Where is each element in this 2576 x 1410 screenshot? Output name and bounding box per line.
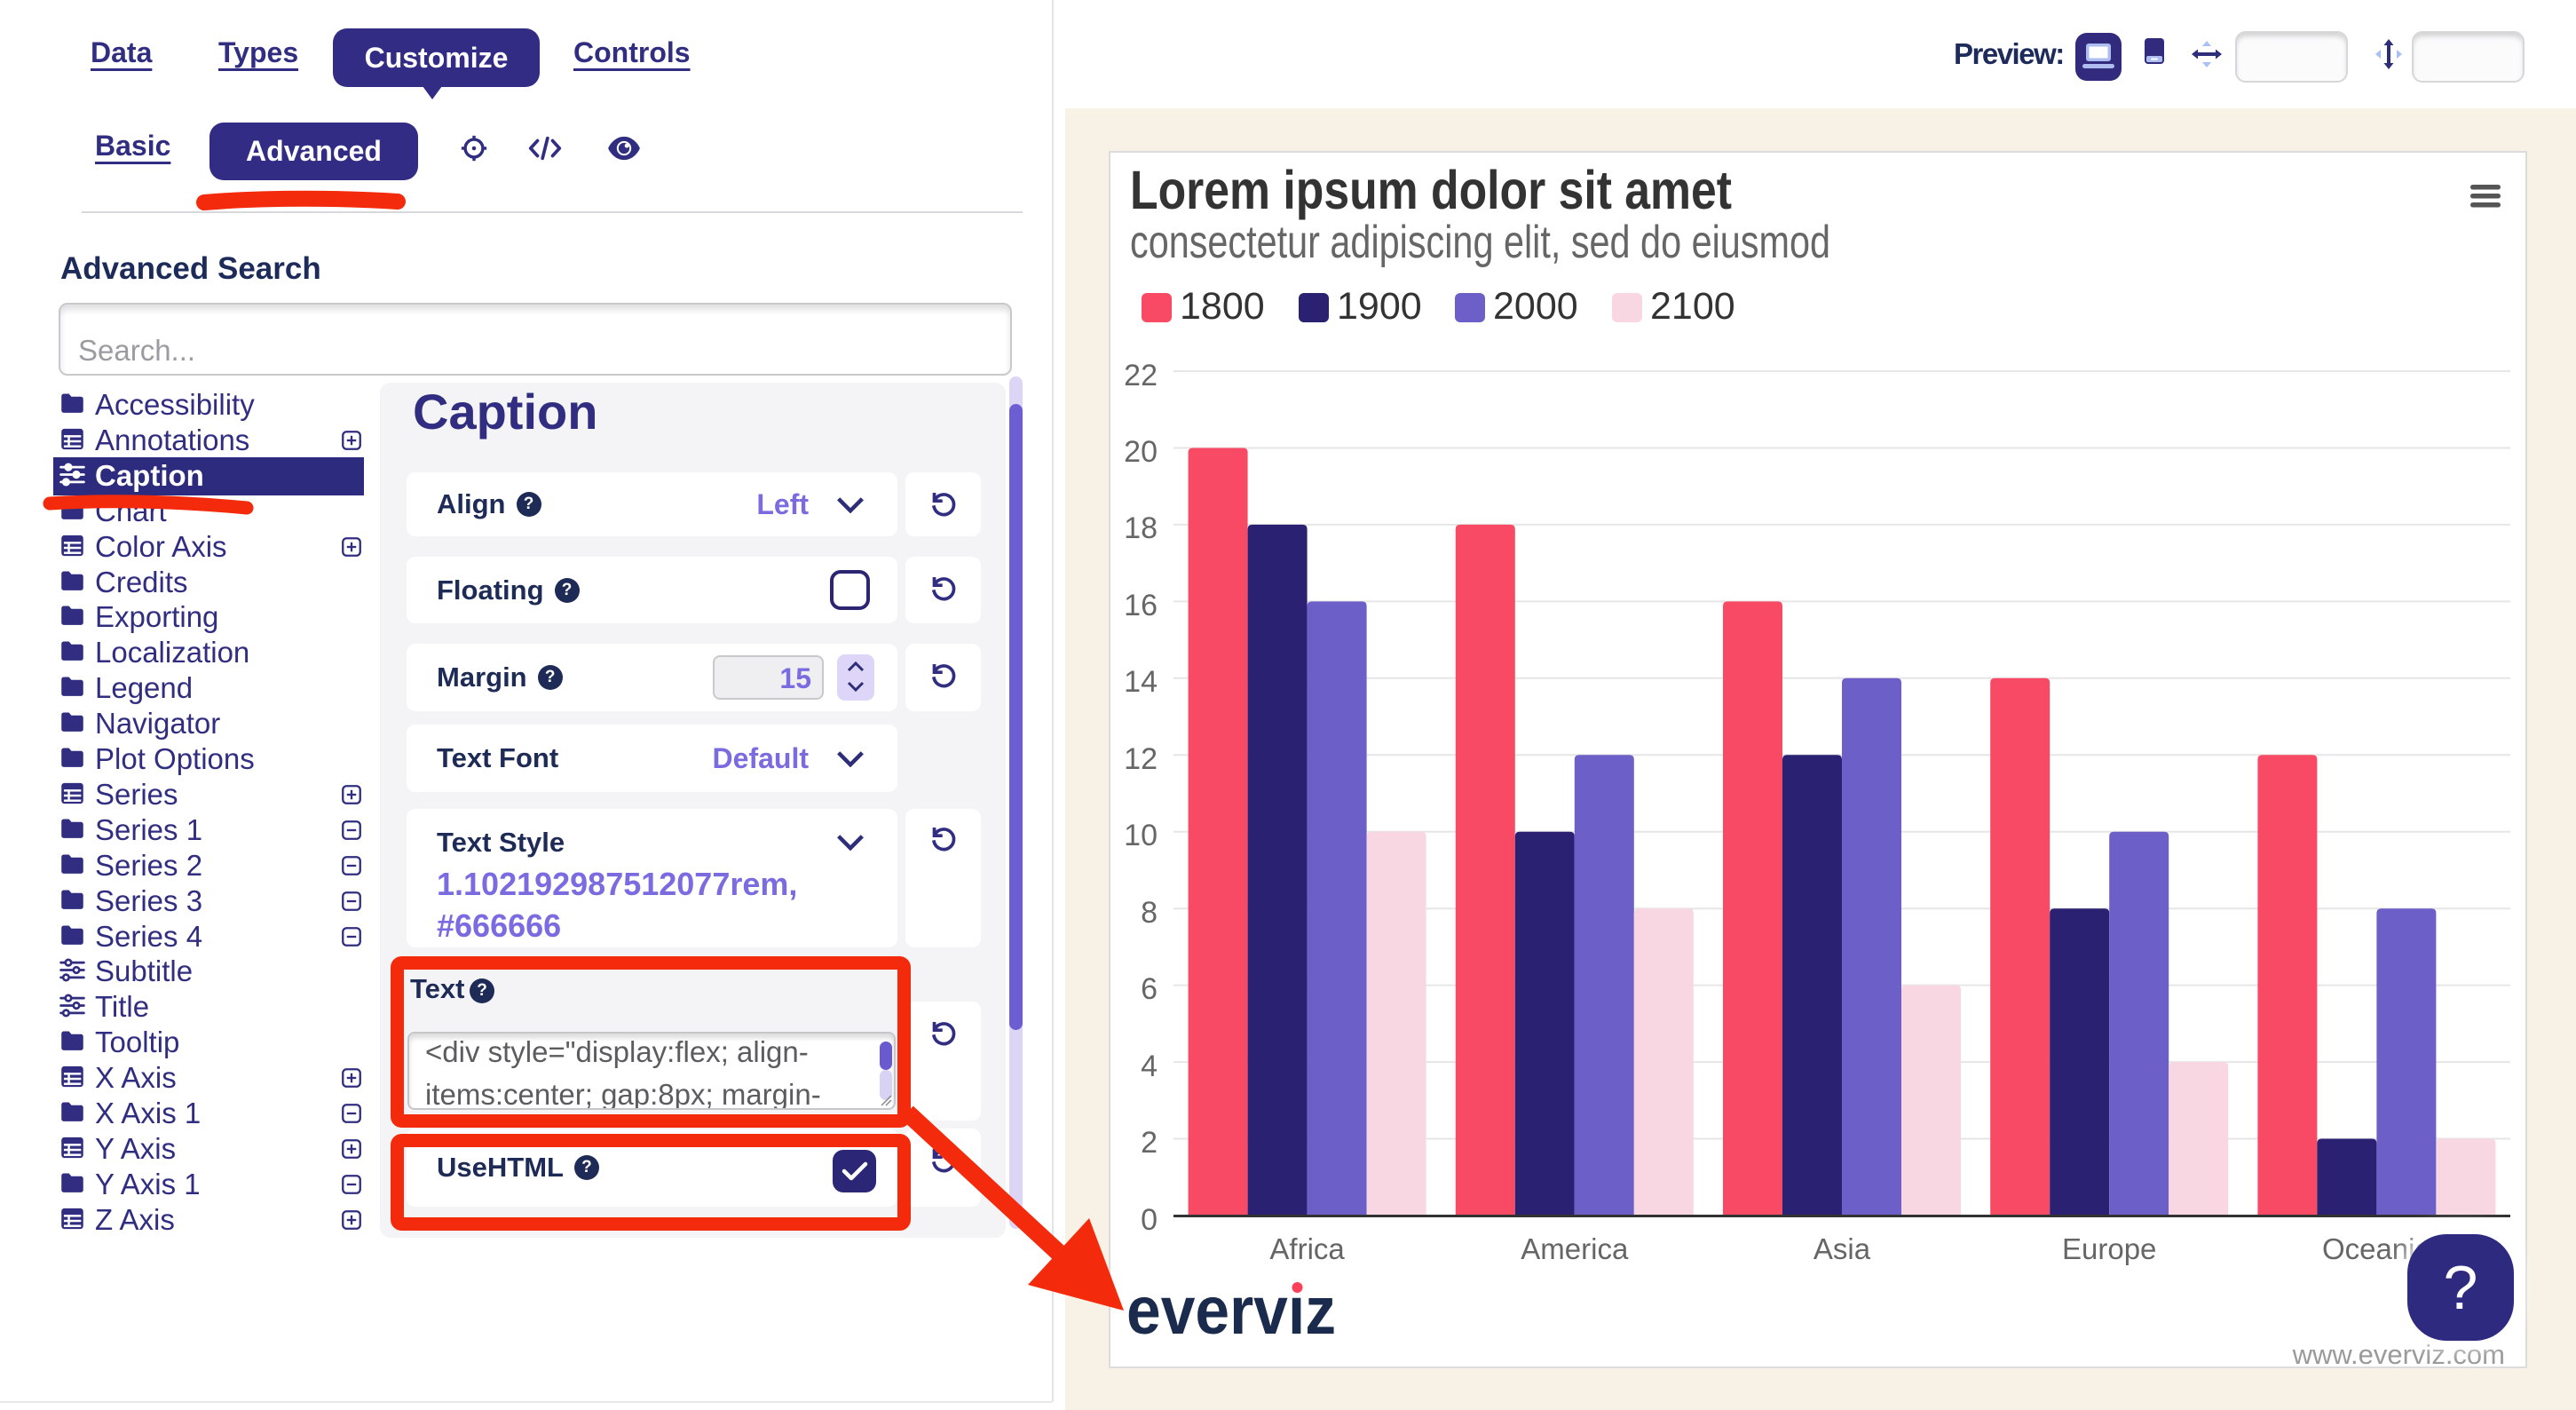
svg-text:20: 20 bbox=[1124, 435, 1158, 469]
svg-text:8: 8 bbox=[1141, 896, 1158, 930]
svg-text:10: 10 bbox=[1124, 819, 1158, 852]
svg-text:18: 18 bbox=[1124, 511, 1158, 545]
svg-text:2: 2 bbox=[1141, 1126, 1158, 1160]
svg-text:evervız: evervız bbox=[1126, 1273, 1336, 1349]
svg-text:America: America bbox=[1521, 1232, 1629, 1265]
svg-text:4: 4 bbox=[1141, 1050, 1158, 1083]
svg-text:consectetur adipiscing elit, s: consectetur adipiscing elit, sed do eius… bbox=[1130, 217, 1830, 268]
svg-text:16: 16 bbox=[1124, 589, 1158, 622]
svg-text:1800: 1800 bbox=[1180, 285, 1265, 328]
svg-text:22: 22 bbox=[1124, 359, 1158, 392]
svg-text:Lorem ipsum dolor sit amet: Lorem ipsum dolor sit amet bbox=[1130, 160, 1732, 220]
svg-text:6: 6 bbox=[1141, 972, 1158, 1006]
svg-text:2000: 2000 bbox=[1493, 285, 1578, 328]
svg-text:0: 0 bbox=[1141, 1203, 1158, 1237]
svg-text:www.everviz.com: www.everviz.com bbox=[2292, 1339, 2505, 1368]
svg-text:14: 14 bbox=[1124, 665, 1158, 699]
svg-text:2100: 2100 bbox=[1650, 285, 1735, 328]
svg-text:12: 12 bbox=[1124, 742, 1158, 776]
svg-text:Asia: Asia bbox=[1813, 1232, 1871, 1265]
svg-text:Africa: Africa bbox=[1269, 1232, 1345, 1265]
svg-text:Europe: Europe bbox=[2062, 1232, 2156, 1265]
svg-text:1900: 1900 bbox=[1337, 285, 1422, 328]
